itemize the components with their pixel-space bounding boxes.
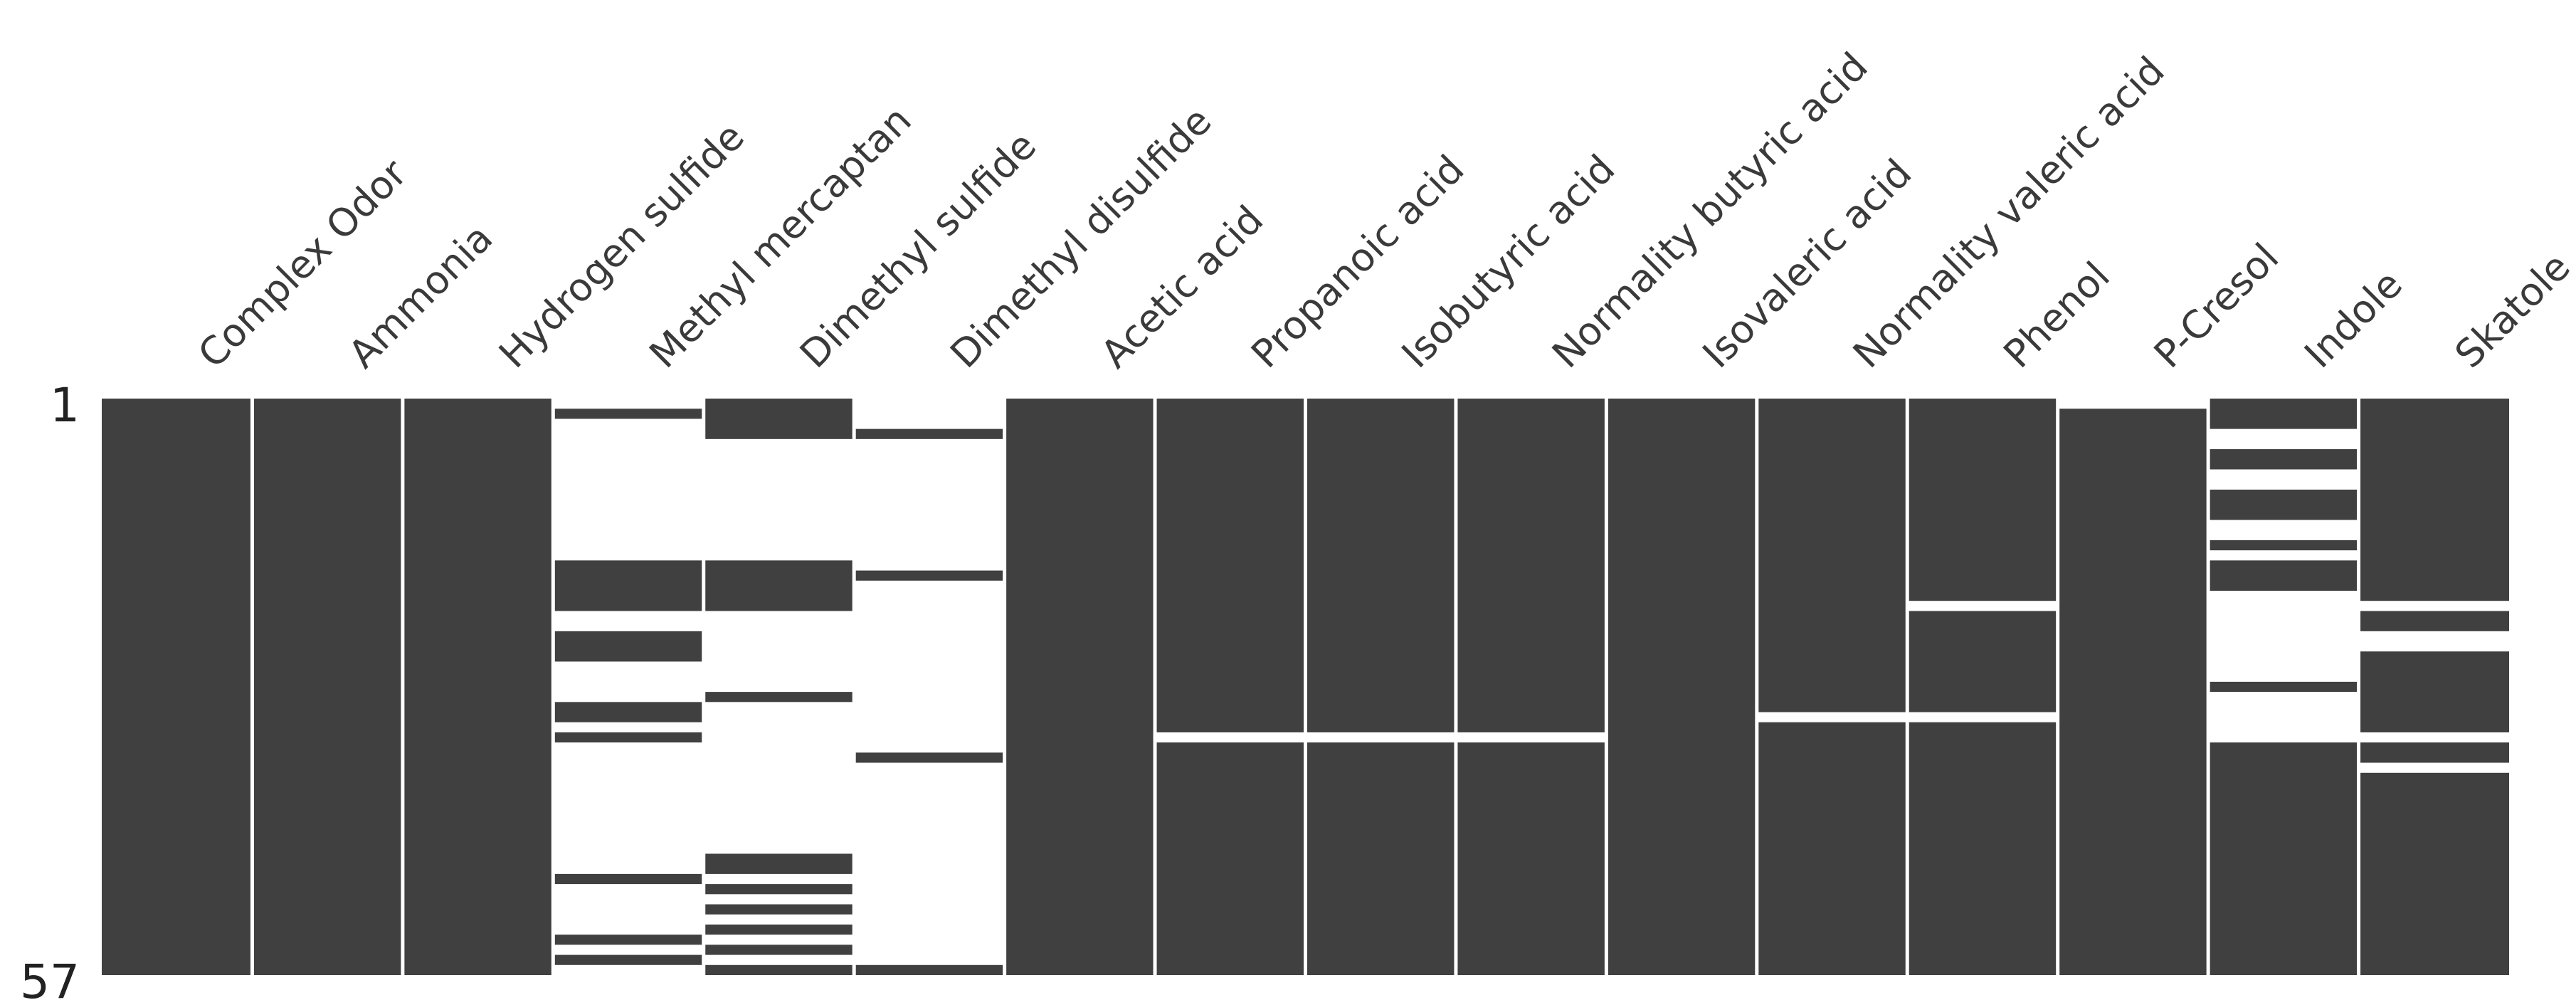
cell-present-propanoic-acid-rows-35-57 <box>1155 742 1306 975</box>
column-label-skatole: Skatole <box>2446 244 2576 377</box>
cell-present-skatole-rows-35-36 <box>2358 742 2509 763</box>
cell-present-indole-rows-6-7 <box>2208 449 2359 470</box>
cell-present-dimethyl-sulfide-rows-46-47 <box>703 853 855 874</box>
column-label-normality-valeric-acid: Normality valeric acid <box>1844 48 2173 377</box>
cell-present-phenol-rows-1-20 <box>1907 399 2058 601</box>
cell-present-skatole-rows-22-23 <box>2358 611 2509 631</box>
column-label-p-cresol: P-Cresol <box>2145 235 2287 377</box>
cell-present-complex-odor-rows-1-57 <box>102 399 253 975</box>
cell-present-acetic-acid-rows-1-57 <box>1004 399 1156 975</box>
column-separator <box>250 399 254 975</box>
column-separator <box>1153 399 1157 975</box>
cell-present-methyl-mercaptan-rows-31-32 <box>553 702 704 722</box>
cell-present-methyl-mercaptan-rows-24-26 <box>553 631 704 662</box>
cell-present-dimethyl-sulfide-rows-1-4 <box>703 399 855 439</box>
cell-present-dimethyl-sulfide-rows-17-21 <box>703 560 855 611</box>
column-separator <box>1003 399 1007 975</box>
cell-present-indole-rows-1-3 <box>2208 399 2359 429</box>
column-separator <box>551 399 555 975</box>
cell-present-isobutyric-acid-rows-1-33 <box>1305 399 1456 732</box>
column-separator <box>2357 399 2361 975</box>
cell-present-hydrogen-sulfide-rows-1-57 <box>402 399 554 975</box>
cell-present-isobutyric-acid-rows-35-57 <box>1305 742 1456 975</box>
cell-present-skatole-rows-26-33 <box>2358 651 2509 732</box>
cell-present-skatole-rows-38-57 <box>2358 772 2509 975</box>
cell-present-methyl-mercaptan-rows-48-48 <box>553 873 704 885</box>
cell-present-methyl-mercaptan-rows-54-54 <box>553 935 704 945</box>
column-separator <box>1905 399 1909 975</box>
cell-present-dimethyl-disulfide-rows-57-57 <box>854 964 1005 975</box>
column-separator <box>2206 399 2210 975</box>
column-label-methyl-mercaptan: Methyl mercaptan <box>641 98 920 377</box>
column-label-phenol: Phenol <box>1995 253 2118 377</box>
cell-present-normality-valeric-acid-rows-33-57 <box>1756 722 1908 975</box>
cell-present-skatole-rows-1-20 <box>2358 399 2509 601</box>
cell-present-dimethyl-sulfide-rows-51-51 <box>703 904 855 915</box>
cell-present-normality-valeric-acid-rows-1-31 <box>1756 399 1908 712</box>
row-tick-label-1: 1 <box>50 378 80 433</box>
cell-present-dimethyl-sulfide-rows-53-53 <box>703 924 855 935</box>
cell-present-indole-rows-17-19 <box>2208 560 2359 591</box>
cell-present-dimethyl-sulfide-rows-55-55 <box>703 945 855 955</box>
cell-present-phenol-rows-22-31 <box>1907 611 2058 712</box>
cell-present-dimethyl-disulfide-rows-18-18 <box>854 570 1005 581</box>
row-tick-labels: 1 57 <box>20 378 80 1005</box>
column-separator <box>2056 399 2060 975</box>
cell-present-normality-butyric-acid-rows-35-57 <box>1455 742 1607 975</box>
column-separator <box>1454 399 1458 975</box>
column-separator <box>1304 399 1307 975</box>
cell-present-methyl-mercaptan-rows-17-21 <box>553 560 704 611</box>
cell-present-dimethyl-sulfide-rows-57-57 <box>703 964 855 975</box>
cell-present-methyl-mercaptan-rows-56-56 <box>553 954 704 965</box>
cell-present-normality-butyric-acid-rows-1-33 <box>1455 399 1607 732</box>
row-tick-label-57: 57 <box>20 954 80 1005</box>
matrix-cells <box>102 399 2509 975</box>
cell-present-isovaleric-acid-rows-1-57 <box>1606 399 1757 975</box>
cell-present-indole-rows-10-12 <box>2208 489 2359 520</box>
column-label-dimethyl-disulfide: Dimethyl disulfide <box>941 98 1220 377</box>
cell-present-p-cresol-rows-2-57 <box>2057 409 2209 975</box>
cell-present-indole-rows-29-29 <box>2208 681 2359 693</box>
cell-present-indole-rows-35-57 <box>2208 742 2359 975</box>
column-label-ammonia: Ammonia <box>340 216 502 377</box>
column-separator <box>401 399 405 975</box>
cell-present-methyl-mercaptan-rows-2-2 <box>553 409 704 419</box>
cell-present-propanoic-acid-rows-1-33 <box>1155 399 1306 732</box>
column-label-hydrogen-sulfide: Hydrogen sulfide <box>490 114 753 377</box>
column-separator <box>1604 399 1608 975</box>
column-separator <box>852 399 856 975</box>
cell-present-dimethyl-sulfide-rows-49-49 <box>703 884 855 895</box>
column-label-normality-butyric-acid: Normality butyric acid <box>1543 43 1876 377</box>
column-separator <box>702 399 706 975</box>
cell-present-dimethyl-disulfide-rows-36-36 <box>854 752 1005 763</box>
column-separator <box>1755 399 1759 975</box>
column-label-indole: Indole <box>2296 261 2411 377</box>
cell-present-indole-rows-15-15 <box>2208 540 2359 551</box>
cell-present-phenol-rows-33-57 <box>1907 722 2058 975</box>
cell-present-dimethyl-sulfide-rows-30-30 <box>703 692 855 703</box>
cell-present-ammonia-rows-1-57 <box>252 399 403 975</box>
cell-present-methyl-mercaptan-rows-34-34 <box>553 732 704 743</box>
cell-present-dimethyl-disulfide-rows-4-4 <box>854 428 1005 439</box>
